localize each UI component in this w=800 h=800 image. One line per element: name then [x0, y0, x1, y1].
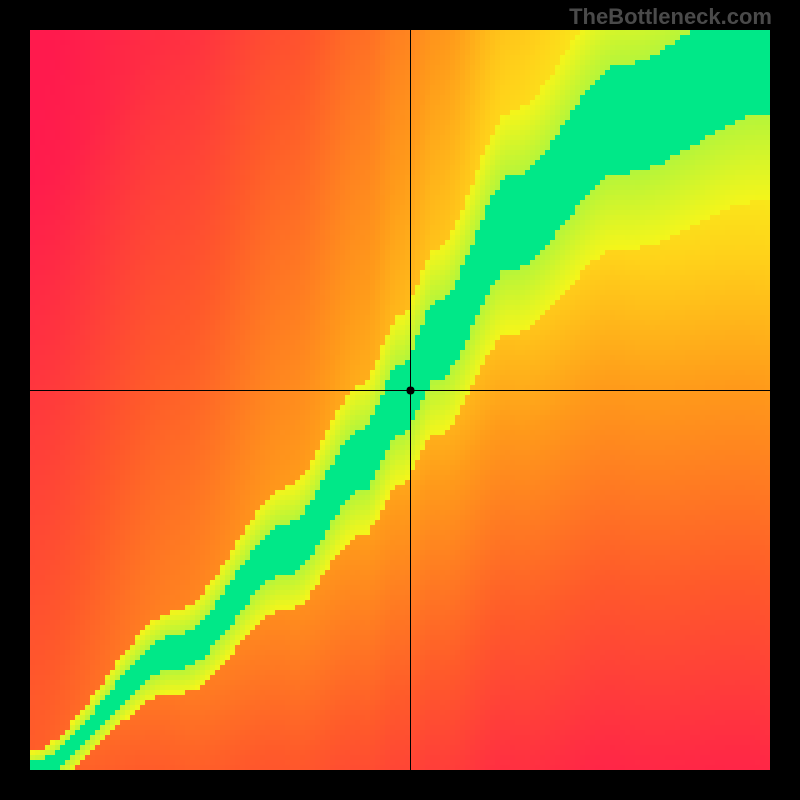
chart-container: TheBottleneck.com — [0, 0, 800, 800]
watermark-text: TheBottleneck.com — [569, 4, 772, 30]
bottleneck-heatmap — [30, 30, 770, 770]
